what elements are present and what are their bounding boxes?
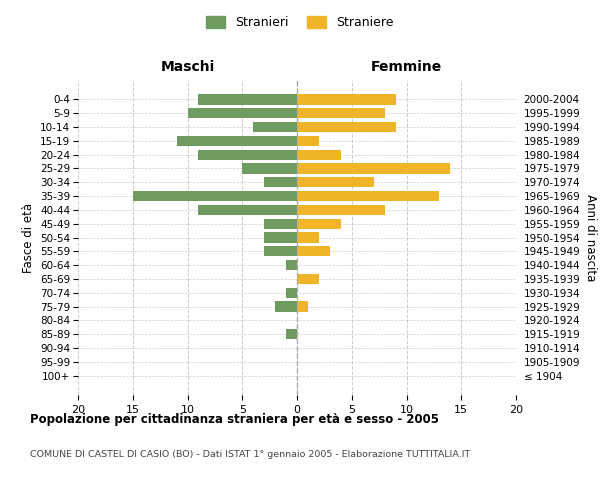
Bar [286,288,297,298]
Bar [133,191,297,202]
Text: Femmine: Femmine [371,60,442,74]
Bar [297,122,395,132]
Bar [297,136,319,146]
Bar [199,204,297,215]
Text: Popolazione per cittadinanza straniera per età e sesso - 2005: Popolazione per cittadinanza straniera p… [30,412,439,426]
Y-axis label: Fasce di età: Fasce di età [22,202,35,272]
Bar [188,108,297,118]
Bar [286,329,297,340]
Bar [264,232,297,242]
Bar [297,108,385,118]
Bar [264,246,297,256]
Bar [297,274,319,284]
Legend: Stranieri, Straniere: Stranieri, Straniere [202,11,398,34]
Bar [297,164,451,173]
Bar [242,164,297,173]
Bar [275,302,297,312]
Bar [297,204,385,215]
Bar [264,218,297,229]
Bar [297,191,439,202]
Bar [176,136,297,146]
Bar [253,122,297,132]
Bar [297,302,308,312]
Bar [199,150,297,160]
Y-axis label: Anni di nascita: Anni di nascita [584,194,597,281]
Bar [297,150,341,160]
Bar [264,177,297,188]
Bar [286,260,297,270]
Bar [297,218,341,229]
Bar [297,94,395,104]
Text: Maschi: Maschi [160,60,215,74]
Text: COMUNE DI CASTEL DI CASIO (BO) - Dati ISTAT 1° gennaio 2005 - Elaborazione TUTTI: COMUNE DI CASTEL DI CASIO (BO) - Dati IS… [30,450,470,459]
Bar [297,232,319,242]
Bar [297,246,330,256]
Bar [199,94,297,104]
Bar [297,177,374,188]
